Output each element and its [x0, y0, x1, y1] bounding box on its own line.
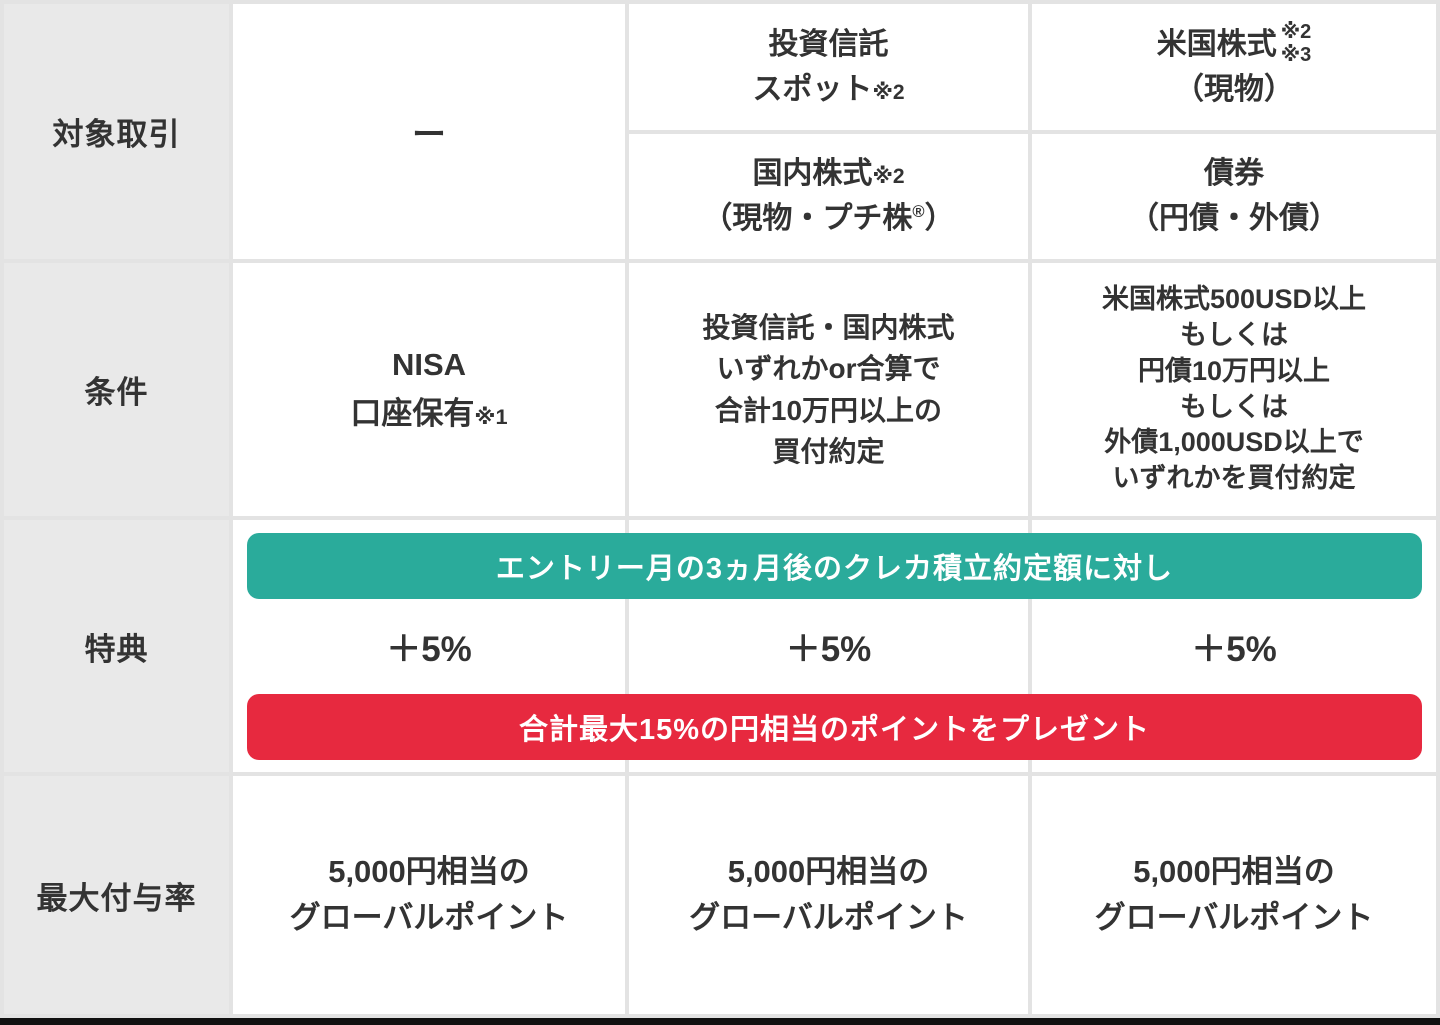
us-bond-condition-text: 米国株式500USD以上 もしくは 円債10万円以上 もしくは 外債1,000U…	[1102, 282, 1366, 497]
us-condition-line: もしくは	[1180, 319, 1288, 350]
points-text: 5,000円相当の グローバルポイント	[1095, 849, 1374, 942]
red-banner: 合計最大15%の円相当のポイントをプレゼント	[247, 694, 1422, 760]
points-line2: グローバルポイント	[689, 900, 968, 935]
points-cell-3: 5,000円相当の グローバルポイント	[1032, 776, 1436, 1014]
cell-us-stock: 米国株式 ※2 ※3 （現物）	[1032, 4, 1436, 130]
col-us-bond: 米国株式 ※2 ※3 （現物） 債券 （円債・外債）	[1032, 4, 1436, 259]
red-banner-text: 合計最大15%の円相当のポイントをプレゼント	[518, 714, 1151, 746]
bond-text: 債券 （円債・外債）	[1129, 151, 1339, 241]
nisa-line1: NISA	[391, 347, 467, 383]
us-condition-line: 外債1,000USD以上で	[1104, 427, 1364, 458]
registered-mark: ®	[912, 203, 925, 222]
row-header-benefits: 特典	[4, 520, 229, 772]
row-header-conditions: 条件	[4, 263, 229, 516]
domestic-line2: （現物・プチ株	[702, 202, 913, 236]
row-header-target-transactions: 対象取引	[4, 4, 229, 259]
domestic-stock-text: 国内株式※2 （現物・プチ株®）	[702, 151, 954, 241]
us-condition-line: 米国株式500USD以上	[1101, 283, 1367, 314]
fund-condition-line: 買付約定	[772, 435, 885, 467]
fund-spot-text: 投資信託 スポット※2	[752, 22, 904, 112]
us-condition-line: 円債10万円以上	[1137, 355, 1331, 386]
points-cell-2: 5,000円相当の グローバルポイント	[629, 776, 1028, 1014]
fund-condition-line: 投資信託・国内株式	[702, 311, 955, 343]
points-text: 5,000円相当の グローバルポイント	[689, 849, 968, 942]
row-header-label: 条件	[84, 375, 149, 410]
domestic-note: ※2	[872, 165, 905, 189]
us-line2: （現物）	[1173, 73, 1294, 107]
plus-value: ＋5%	[386, 629, 472, 669]
nisa-note: ※1	[474, 403, 508, 429]
col-fund-domestic: 投資信託 スポット※2 国内株式※2 （現物・プチ株®）	[629, 4, 1028, 259]
points-line2: グローバルポイント	[289, 900, 569, 935]
us-notes-stack: ※2 ※3	[1281, 21, 1312, 67]
fund-line1: 投資信託	[768, 27, 889, 61]
nisa-line2: 口座保有	[350, 395, 475, 431]
fund-condition-line: 合計10万円以上の	[714, 394, 943, 426]
bottom-edge-bar	[0, 1018, 1440, 1025]
fund-line2: スポット	[752, 72, 873, 106]
points-line2: グローバルポイント	[1094, 900, 1374, 935]
us-note-3: ※3	[1280, 44, 1312, 67]
us-line1: 米国株式	[1156, 27, 1277, 61]
points-line1: 5,000円相当の	[328, 853, 530, 889]
plus-value: ＋5%	[1191, 629, 1277, 669]
teal-banner: エントリー月の3ヵ月後のクレカ積立約定額に対し	[247, 533, 1422, 599]
domestic-line1: 国内株式	[752, 157, 873, 191]
bond-line1: 債券	[1204, 157, 1264, 191]
bond-line2: （円債・外債）	[1129, 202, 1339, 236]
points-line1: 5,000円相当の	[1133, 853, 1335, 889]
cell-bond: 債券 （円債・外債）	[1032, 133, 1436, 259]
cell-nisa-condition: NISA 口座保有※1	[233, 263, 625, 516]
row-header-label: 特典	[84, 631, 149, 667]
us-line: 米国株式 ※2 ※3	[1157, 21, 1312, 67]
nisa-text: NISA 口座保有※1	[350, 341, 507, 437]
points-line1: 5,000円相当の	[727, 853, 930, 889]
cell-fund-condition: 投資信託・国内株式 いずれかor合算で 合計10万円以上の 買付約定	[629, 263, 1028, 516]
dash-text: ー	[412, 116, 446, 154]
us-note-2: ※2	[1280, 21, 1312, 44]
us-condition-line: いずれかを買付約定	[1112, 463, 1356, 494]
row-header-label: 対象取引	[52, 117, 181, 152]
cell-dash: ー	[233, 4, 625, 259]
us-stock-text: 米国株式 ※2 ※3 （現物）	[1157, 21, 1312, 112]
fund-condition-text: 投資信託・国内株式 いずれかor合算で 合計10万円以上の 買付約定	[702, 307, 954, 473]
fund-note: ※2	[872, 80, 905, 104]
row-header-max-grant-rate: 最大付与率	[4, 776, 229, 1014]
domestic-line2-close: ）	[924, 202, 955, 236]
points-text: 5,000円相当の グローバルポイント	[290, 849, 569, 942]
teal-banner-text: エントリー月の3ヵ月後のクレカ積立約定額に対し	[495, 553, 1174, 585]
us-condition-line: もしくは	[1180, 391, 1288, 422]
cell-fund-spot: 投資信託 スポット※2	[629, 4, 1028, 130]
row-header-label: 最大付与率	[36, 880, 197, 916]
fund-condition-line: いずれかor合算で	[716, 353, 941, 385]
cell-us-bond-condition: 米国株式500USD以上 もしくは 円債10万円以上 もしくは 外債1,000U…	[1032, 263, 1436, 516]
points-cell-1: 5,000円相当の グローバルポイント	[233, 776, 625, 1014]
benefit-area: ＋5% ＋5% ＋5% エントリー月の3ヵ月後のクレカ積立約定額に対し 合計最大…	[233, 520, 1436, 772]
cell-domestic-stock: 国内株式※2 （現物・プチ株®）	[629, 133, 1028, 259]
plus-value: ＋5%	[785, 629, 872, 669]
